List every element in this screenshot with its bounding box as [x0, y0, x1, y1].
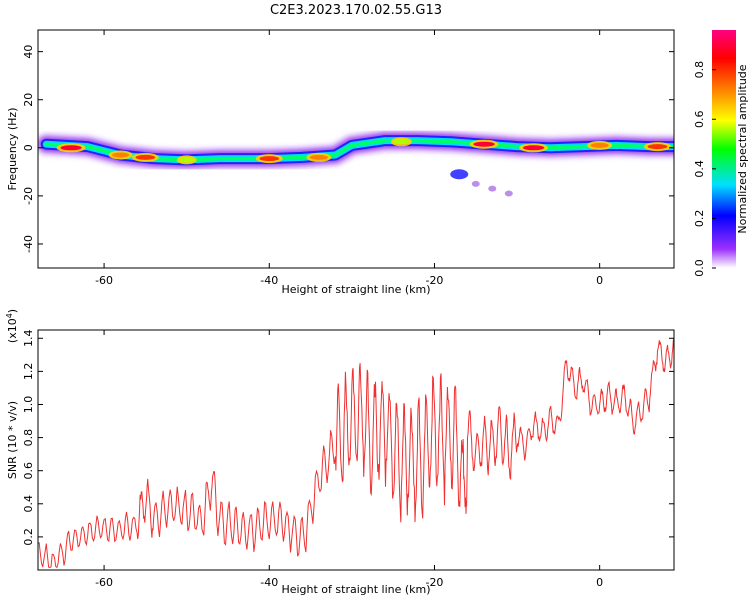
colorbar-tick-label: 0.6	[693, 111, 706, 129]
heatmap-y-tick-label: 40	[22, 45, 35, 59]
heatmap-branch-point	[488, 185, 497, 192]
colorbar-tick-label: 0.4	[693, 160, 706, 178]
heatmap-y-axis-title: Frequency (Hz)	[6, 108, 19, 191]
colorbar-ticks: 0.0 0.2 0.4 0.6 0.8	[693, 61, 716, 277]
figure-title: C2E3.2023.170.02.55.G13	[270, 3, 442, 18]
snr-series-line	[38, 339, 674, 569]
snr-x-axis-title: Height of straight line (km)	[281, 583, 430, 596]
colorbar-tick-label: 0.2	[693, 210, 706, 228]
heatmap-y-ticks: -40 -20 0 20 40	[22, 45, 674, 253]
heatmap-hotspot	[522, 145, 545, 151]
snr-x-ticks: -60 -40 -20 0	[95, 330, 603, 589]
snr-y-tick-label: 1.4	[22, 330, 35, 348]
snr-x-tick-label: -20	[425, 576, 443, 589]
colorbar-gradient	[712, 30, 736, 268]
heatmap-hotspot	[135, 154, 156, 160]
heatmap-x-tick-label: 0	[596, 274, 603, 287]
snr-y-tick-label: 0.8	[22, 429, 35, 447]
heatmap-y-tick-label: 20	[22, 93, 35, 107]
heatmap-hotspot	[309, 154, 328, 160]
snr-y-axis-title: SNR (10 * v/v)	[6, 401, 19, 479]
heatmap-marks	[38, 128, 674, 197]
snr-x-tick-label: -40	[260, 576, 278, 589]
heatmap-x-tick-label: -40	[260, 274, 278, 287]
snr-y-tick-label: 0.4	[22, 495, 35, 513]
heatmap-hotspot	[179, 157, 194, 163]
heatmap-x-tick-label: -20	[425, 274, 443, 287]
heatmap-panel: -60 -40 -20 0 -40 -20 0 20 40 Height of straigh…	[6, 29, 675, 296]
colorbar: 0.0 0.2 0.4 0.6 0.8 Normalized spectral ampl…	[693, 30, 749, 277]
colorbar-tick-label: 0.0	[693, 259, 706, 277]
heatmap-x-tick-label: -60	[95, 274, 113, 287]
snr-panel: -60 -40 -20 0 0.2 0.4 0.6 0.8 1.0 1.2 1.4 Height …	[5, 309, 675, 596]
heatmap-hotspot	[111, 152, 130, 158]
heatmap-hotspot	[60, 145, 82, 151]
colorbar-title: Normalized spectral amplitude	[736, 64, 749, 233]
snr-y-tick-label: 0.2	[22, 528, 35, 546]
snr-frame	[37, 329, 675, 571]
heatmap-hotspot	[590, 142, 609, 148]
heatmap-hotspot	[647, 144, 668, 150]
snr-y-ticks: 0.2 0.4 0.6 0.8 1.0 1.2 1.4	[22, 330, 674, 546]
snr-y-tick-label: 0.6	[22, 462, 35, 480]
heatmap-branch-point	[471, 180, 480, 187]
heatmap-hotspot	[394, 139, 409, 145]
heatmap-y-tick-label: -20	[22, 187, 35, 205]
heatmap-branch-point	[504, 190, 513, 197]
heatmap-frame	[37, 29, 675, 269]
snr-y-multiplier: (x104)	[5, 309, 19, 343]
heatmap-x-axis-title: Height of straight line (km)	[281, 283, 430, 296]
colorbar-tick-label: 0.8	[693, 61, 706, 79]
heatmap-branch-point	[450, 169, 469, 180]
snr-marks	[38, 339, 674, 569]
heatmap-y-tick-label: -40	[22, 235, 35, 253]
snr-x-tick-label: -60	[95, 576, 113, 589]
snr-x-tick-label: 0	[596, 576, 603, 589]
heatmap-hotspot	[473, 141, 495, 147]
snr-y-tick-label: 1.0	[22, 396, 35, 414]
heatmap-ridge-band	[44, 138, 674, 162]
heatmap-hotspot	[259, 156, 280, 162]
heatmap-x-ticks: -60 -40 -20 0	[95, 30, 603, 287]
snr-y-tick-label: 1.2	[22, 363, 35, 381]
heatmap-y-tick-label: 0	[22, 144, 35, 151]
